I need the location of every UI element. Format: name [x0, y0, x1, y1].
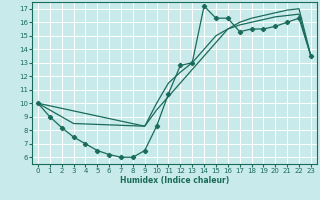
X-axis label: Humidex (Indice chaleur): Humidex (Indice chaleur): [120, 176, 229, 185]
